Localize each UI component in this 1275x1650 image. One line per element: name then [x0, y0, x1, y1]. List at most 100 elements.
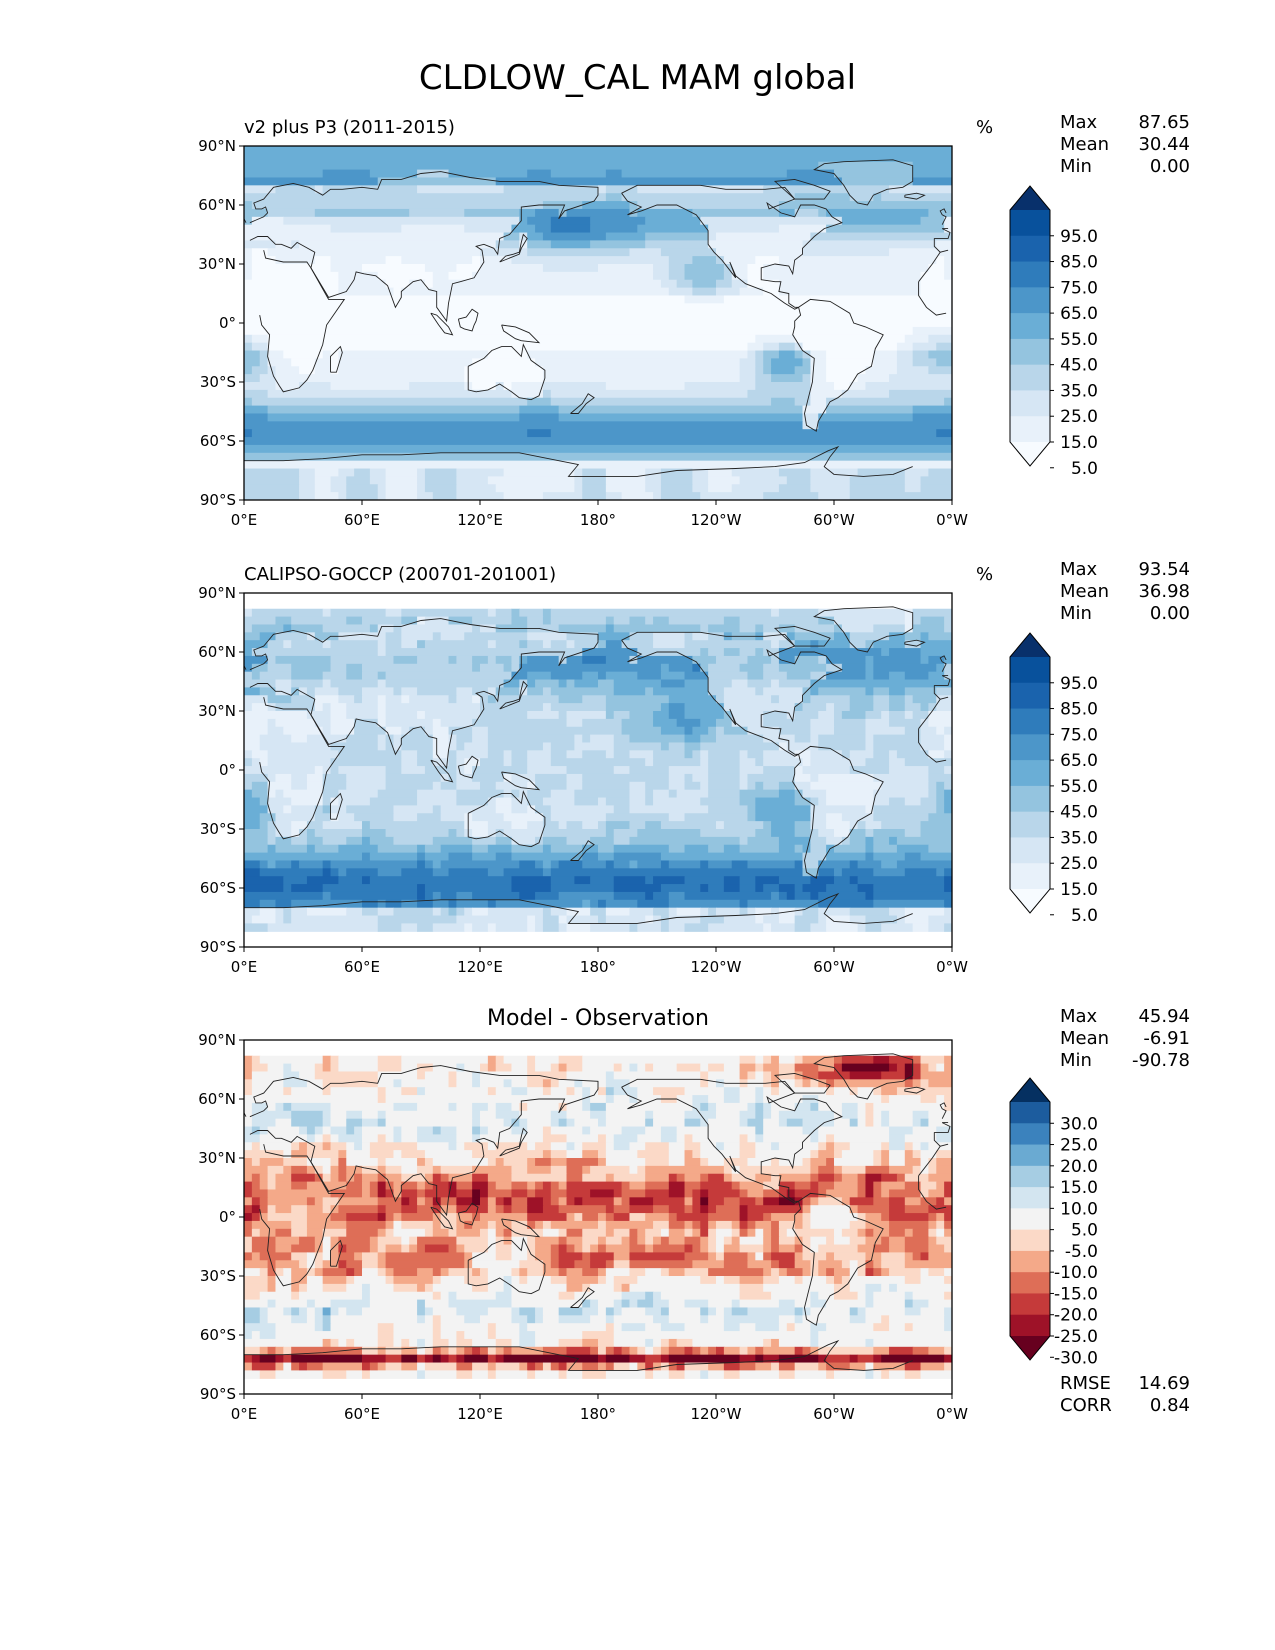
- heatmap-cell: [306, 907, 347, 917]
- y-tick-label: 90°S: [200, 491, 236, 509]
- heatmap-cell: [267, 405, 520, 415]
- colorbar-label: -10.0: [1054, 1263, 1098, 1283]
- heatmap-cell: [472, 1220, 489, 1230]
- x-tick-label: 60°W: [813, 958, 855, 976]
- heatmap-cell: [259, 907, 277, 917]
- heatmap-cell: [409, 1236, 418, 1246]
- heatmap-cell: [550, 1126, 583, 1135]
- heatmap-cell: [794, 193, 851, 202]
- heatmap-cell: [645, 1323, 662, 1332]
- heatmap-cell: [708, 1118, 741, 1128]
- heatmap-cell: [495, 1142, 528, 1151]
- heatmap-cell: [495, 923, 528, 932]
- heatmap-cell: [857, 1291, 867, 1301]
- heatmap-cell: [936, 868, 945, 877]
- heatmap-cell: [362, 1252, 379, 1261]
- heatmap-cell: [763, 492, 819, 500]
- heatmap-cell: [275, 240, 292, 249]
- heatmap-cell: [251, 429, 528, 438]
- heatmap-cell: [259, 1205, 269, 1214]
- heatmap-cell: [495, 687, 520, 696]
- coastline-madagascar: [330, 345, 343, 373]
- heatmap-cell: [440, 860, 520, 869]
- heatmap-cell: [818, 1071, 851, 1080]
- heatmap-cell: [653, 616, 670, 626]
- heatmap-cell: [582, 1370, 607, 1379]
- heatmap-cell: [763, 358, 772, 367]
- heatmap-cell: [362, 616, 402, 626]
- heatmap-cell: [802, 860, 819, 869]
- heatmap-cell: [621, 492, 654, 500]
- heatmap-cell: [660, 923, 670, 932]
- heatmap-cell: [794, 334, 906, 344]
- heatmap-cell: [629, 248, 662, 257]
- heatmap-cell: [377, 1362, 387, 1371]
- heatmap-cell: [362, 821, 371, 830]
- heatmap-cell: [613, 1071, 701, 1080]
- heatmap-cell: [747, 671, 764, 681]
- heatmap-cell: [920, 655, 929, 665]
- heatmap-cell: [747, 1158, 772, 1167]
- heatmap-cell: [267, 1126, 300, 1135]
- heatmap-cell: [629, 1354, 646, 1364]
- heatmap-cell: [244, 836, 269, 846]
- heatmap-cell: [723, 1158, 749, 1167]
- heatmap-cell: [928, 671, 945, 681]
- heatmap-cell: [873, 1299, 906, 1309]
- heatmap-cell: [244, 703, 253, 712]
- heatmap-cell: [778, 876, 811, 885]
- heatmap-cell: [456, 915, 528, 924]
- heatmap-cell: [802, 868, 819, 877]
- heatmap-cell: [472, 1110, 481, 1120]
- heatmap-cell: [904, 797, 922, 806]
- heatmap-cell: [629, 907, 654, 917]
- heatmap-cell: [708, 1095, 725, 1104]
- heatmap-cell: [362, 1346, 379, 1356]
- heatmap-cell: [259, 1142, 292, 1151]
- heatmap-cell: [322, 1228, 347, 1238]
- heatmap-cell: [346, 1213, 379, 1222]
- heatmap-cell: [267, 718, 277, 728]
- heatmap-cell: [794, 860, 804, 869]
- heatmap-cell: [771, 1213, 804, 1222]
- heatmap-cell: [755, 1142, 772, 1151]
- heatmap-cell: [826, 350, 874, 359]
- heatmap-cell: [417, 891, 426, 901]
- heatmap-cell: [912, 1299, 929, 1309]
- heatmap-cell: [417, 1087, 426, 1096]
- heatmap-cell: [244, 766, 316, 775]
- heatmap-cell: [275, 789, 284, 799]
- heatmap-cell: [896, 860, 952, 869]
- heatmap-cell: [873, 1346, 890, 1356]
- heatmap-cell: [542, 1150, 552, 1159]
- heatmap-cell: [904, 476, 922, 485]
- colorbar-label: 65.0: [1060, 751, 1098, 771]
- coastline-antarctica: [244, 1339, 913, 1371]
- heatmap-cell: [472, 891, 520, 901]
- heatmap-cell: [708, 1220, 717, 1230]
- heatmap-cell: [629, 201, 638, 210]
- coastline-nAmerica: [621, 184, 843, 310]
- heatmap-cell: [448, 1071, 457, 1080]
- heatmap-cell: [244, 1252, 253, 1261]
- heatmap-cell: [889, 1126, 914, 1135]
- heatmap-cell: [944, 1323, 952, 1332]
- heatmap-cell: [928, 1189, 945, 1198]
- heatmap-cell: [275, 1283, 292, 1293]
- heatmap-cell: [322, 1283, 347, 1293]
- heatmap-cell: [613, 1323, 623, 1332]
- heatmap-cell: [566, 766, 615, 775]
- heatmap-cell: [881, 1158, 890, 1167]
- heatmap-cell: [362, 1165, 379, 1175]
- heatmap-cell: [881, 1213, 890, 1222]
- heatmap-cell: [495, 1181, 513, 1191]
- heatmap-cell: [401, 695, 410, 704]
- heatmap-cell: [857, 1118, 867, 1128]
- heatmap-cell: [566, 1087, 575, 1096]
- heatmap-cell: [244, 484, 300, 493]
- heatmap-cell: [794, 703, 804, 712]
- heatmap-cell: [660, 248, 717, 257]
- heatmap-cell: [306, 1213, 332, 1222]
- heatmap-cell: [511, 1299, 583, 1309]
- heatmap-cell: [456, 687, 473, 696]
